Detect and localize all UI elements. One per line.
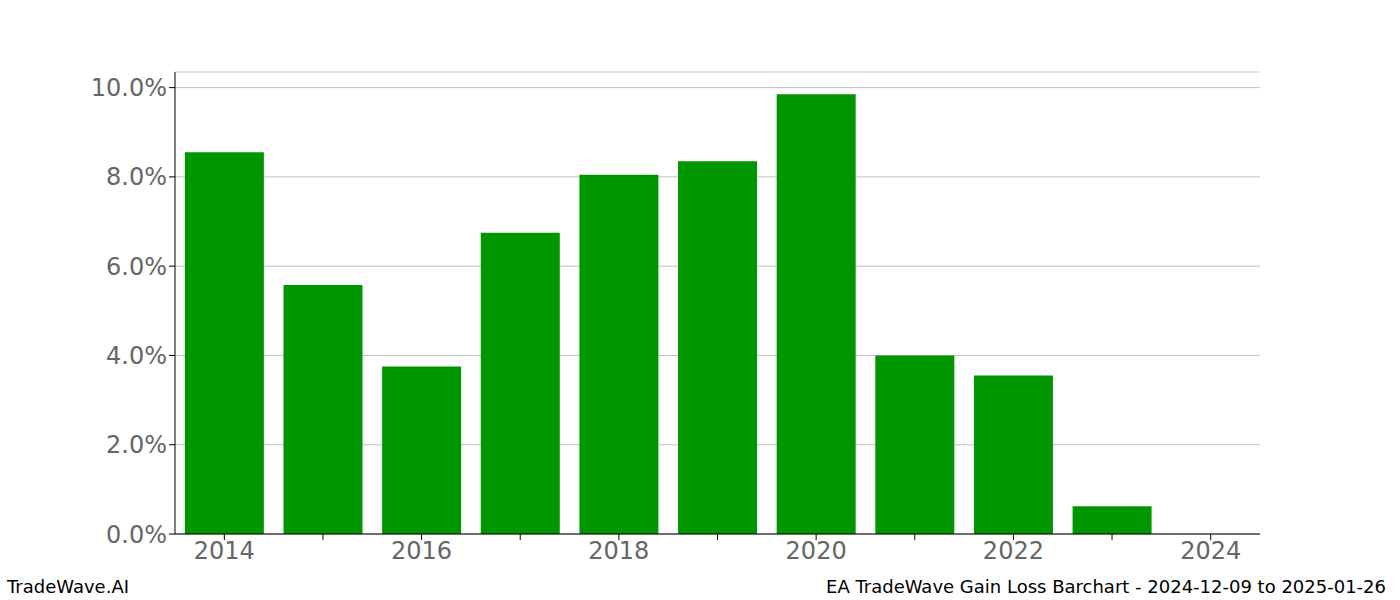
html-text:TradeWave.AI: TradeWave.AI [7,576,129,597]
svg-text:2.0%: 2.0% [106,431,167,459]
svg-text:8.0%: 8.0% [106,163,167,191]
svg-text:0.0%: 0.0% [106,521,167,549]
svg-text:2016: 2016 [391,537,452,562]
svg-text:2014: 2014 [194,537,255,562]
svg-text:10.0%: 10.0% [91,74,167,102]
svg-text:6.0%: 6.0% [106,253,167,281]
svg-text:2020: 2020 [786,537,847,562]
svg-text:4.0%: 4.0% [106,342,167,370]
svg-text:2022: 2022 [983,537,1044,562]
svg-text:2024: 2024 [1180,537,1241,562]
svg-text:2018: 2018 [588,537,649,562]
html-text:EA TradeWave Gain Loss Barchar: EA TradeWave Gain Loss Barchart - 2024-1… [826,576,1386,597]
